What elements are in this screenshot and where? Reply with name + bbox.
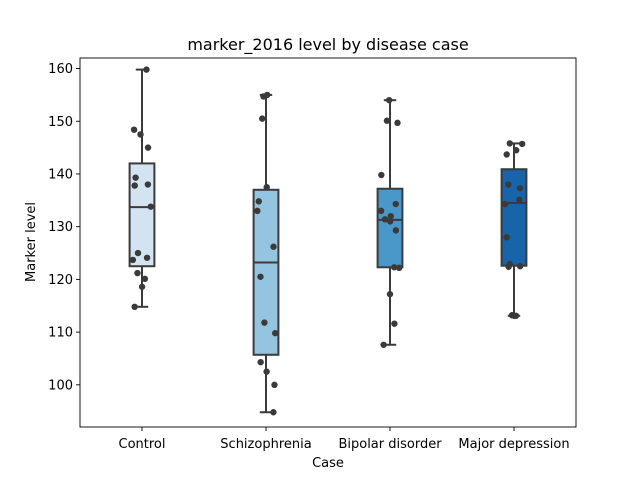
data-point xyxy=(254,207,261,215)
x-tick-label: Schizophrenia xyxy=(220,437,311,452)
data-point xyxy=(385,96,393,104)
data-point xyxy=(257,358,264,366)
data-point xyxy=(381,216,389,223)
box-iqr xyxy=(128,162,156,268)
data-point xyxy=(134,269,141,277)
y-tick-label: 140 xyxy=(48,167,73,182)
data-point xyxy=(131,303,138,311)
data-point xyxy=(261,319,268,326)
data-point xyxy=(130,126,138,133)
data-point xyxy=(255,198,262,205)
data-point xyxy=(131,182,138,189)
points-2 xyxy=(254,91,279,416)
data-point xyxy=(132,174,139,181)
data-point xyxy=(505,181,512,188)
y-tick-label: 100 xyxy=(48,378,73,393)
data-point xyxy=(263,368,270,375)
data-point xyxy=(271,381,278,389)
strip-points-layer xyxy=(129,66,526,416)
data-point xyxy=(380,341,387,348)
data-point xyxy=(272,329,279,337)
points-1 xyxy=(129,66,155,311)
y-tick-label: 110 xyxy=(48,326,73,341)
box-1 xyxy=(128,68,156,308)
plot-frame xyxy=(79,57,577,428)
data-point xyxy=(259,115,266,122)
box-layer xyxy=(128,68,528,414)
data-point xyxy=(505,263,512,270)
data-point xyxy=(263,183,270,191)
data-point xyxy=(518,140,526,148)
data-point xyxy=(144,144,152,151)
y-tick-label: 160 xyxy=(48,62,73,77)
data-point xyxy=(392,200,399,208)
x-tick-label: Control xyxy=(119,437,166,452)
y-tick-label: 120 xyxy=(48,273,73,288)
y-axis-label: Marker level xyxy=(24,202,39,282)
box-3 xyxy=(376,99,404,346)
y-tick-label: 150 xyxy=(48,115,73,130)
data-point xyxy=(395,264,403,272)
data-point xyxy=(137,131,144,138)
data-point xyxy=(501,200,509,208)
data-point xyxy=(506,140,513,147)
data-point xyxy=(270,409,277,416)
chart-title: marker_2016 level by disease case xyxy=(187,35,468,55)
data-point xyxy=(383,117,391,124)
data-point xyxy=(260,93,267,100)
box-iqr xyxy=(500,168,528,267)
data-point xyxy=(257,273,264,280)
points-3 xyxy=(377,96,403,348)
box-iqr xyxy=(376,187,404,269)
data-point xyxy=(394,119,401,127)
points-4 xyxy=(501,140,526,319)
data-point xyxy=(387,212,394,220)
data-point xyxy=(392,227,400,234)
data-point xyxy=(144,181,152,188)
plot-area xyxy=(80,58,576,427)
x-tick-label: Major depression xyxy=(458,437,569,452)
x-axis-label: Case xyxy=(312,456,344,471)
data-point xyxy=(386,218,394,225)
data-point xyxy=(386,290,394,298)
data-point xyxy=(516,185,524,192)
data-point xyxy=(512,147,520,154)
box-4 xyxy=(500,142,528,317)
y-axis: 100 110 120 130 140 150 160 xyxy=(48,62,80,393)
data-point xyxy=(129,256,137,264)
data-point xyxy=(377,207,385,215)
data-point xyxy=(138,283,146,290)
data-point xyxy=(516,263,524,270)
data-point xyxy=(391,320,398,327)
data-point xyxy=(516,196,523,204)
data-point xyxy=(391,264,398,271)
data-point xyxy=(147,203,155,210)
data-point xyxy=(503,234,510,241)
y-tick-label: 130 xyxy=(48,220,73,235)
data-point xyxy=(510,312,518,319)
data-point xyxy=(378,171,385,179)
x-tick-label: Bipolar disorder xyxy=(338,437,442,452)
data-point xyxy=(143,66,150,73)
data-point xyxy=(143,254,151,261)
data-point xyxy=(141,275,149,283)
data-point xyxy=(134,249,142,257)
x-axis: Control Schizophrenia Bipolar disorder Majo… xyxy=(119,427,570,452)
data-point xyxy=(270,243,277,250)
data-point xyxy=(503,151,510,158)
